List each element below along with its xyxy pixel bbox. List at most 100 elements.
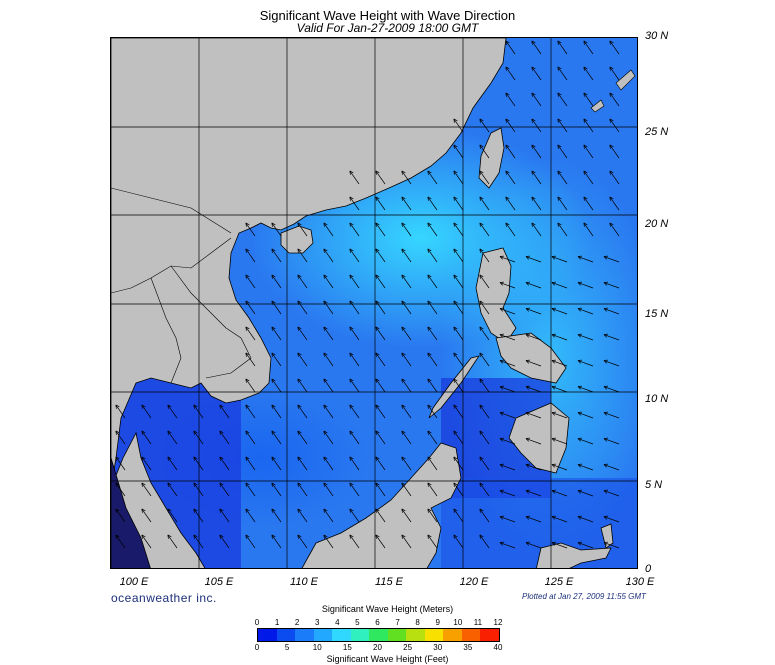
wave-arrow: [375, 378, 386, 393]
wave-arrow: [297, 248, 308, 263]
legend-color-step: [295, 629, 314, 641]
wave-arrow: [453, 300, 464, 315]
wave-arrow: [557, 170, 568, 185]
map-title: Significant Wave Height with Wave Direct…: [259, 8, 516, 23]
wave-arrow: [557, 118, 568, 133]
wave-arrow: [245, 248, 256, 263]
legend-meter-tick: 11: [473, 618, 483, 627]
wave-arrow: [349, 274, 360, 289]
lon-label-110e: 110 E: [290, 576, 318, 588]
wave-arrow: [479, 274, 490, 289]
wave-arrow: [323, 482, 334, 497]
wave-arrow: [505, 222, 516, 237]
wave-arrow: [525, 359, 542, 367]
legend-title-feet: Significant Wave Height (Feet): [326, 654, 449, 664]
wave-arrow: [453, 196, 464, 211]
wave-arrow: [609, 118, 620, 133]
wave-arrow: [297, 222, 308, 237]
wave-arrow: [479, 378, 490, 393]
wave-arrow: [141, 404, 152, 419]
plotted-timestamp: Plotted at Jan 27, 2009 11:55 GMT: [522, 592, 646, 601]
wave-arrow: [427, 456, 438, 471]
wave-arrow: [167, 482, 178, 497]
legend-feet-tick: 35: [463, 643, 473, 652]
wave-arrow: [583, 170, 594, 185]
wave-arrow: [375, 456, 386, 471]
wave-arrow: [505, 118, 516, 133]
wave-arrow: [323, 248, 334, 263]
wave-direction-arrows: [115, 40, 620, 549]
wave-arrow: [499, 333, 516, 341]
wave-arrow: [609, 92, 620, 107]
wave-arrow: [551, 489, 568, 497]
wave-arrow: [551, 281, 568, 289]
wave-arrow: [577, 437, 594, 445]
map-canvas: [111, 38, 637, 568]
wave-arrow: [499, 281, 516, 289]
wave-arrow: [349, 326, 360, 341]
wave-arrow: [401, 430, 412, 445]
wave-arrow: [323, 274, 334, 289]
legend-feet-tick: 20: [373, 643, 382, 652]
legend-meter-tick: 10: [453, 618, 463, 627]
wave-arrow: [499, 541, 516, 549]
wave-arrow: [245, 430, 256, 445]
land-sulawesi: [536, 542, 612, 568]
wave-arrow: [271, 430, 282, 445]
wave-arrow: [479, 508, 490, 523]
wave-arrow: [401, 378, 412, 393]
wave-arrow: [603, 255, 620, 263]
wave-arrow: [115, 404, 126, 419]
wave-arrow: [525, 307, 542, 315]
wave-arrow: [453, 118, 464, 133]
wave-arrow: [219, 534, 230, 549]
lat-label-0: 0: [645, 563, 652, 575]
legend-meter-tick: 7: [395, 618, 400, 627]
wave-arrow: [551, 385, 568, 393]
wave-arrow: [531, 144, 542, 159]
legend-feet-tick: 25: [403, 643, 413, 652]
wave-arrow: [245, 326, 256, 341]
wave-arrow: [557, 66, 568, 81]
wave-arrow: [141, 456, 152, 471]
wave-arrow: [323, 534, 334, 549]
wave-arrow: [323, 404, 334, 419]
lon-label-100e: 100 E: [119, 576, 149, 588]
legend-meter-tick: 2: [294, 618, 300, 627]
wave-arrow: [603, 489, 620, 497]
wave-arrow: [531, 66, 542, 81]
wave-arrow: [551, 515, 568, 523]
wave-arrow: [427, 430, 438, 445]
wave-arrow: [525, 463, 542, 471]
legend-color-step: [387, 629, 407, 641]
lon-label-115e: 115 E: [375, 576, 403, 588]
wave-arrow: [551, 333, 568, 341]
wave-arrow: [401, 456, 412, 471]
wave-arrow: [271, 508, 282, 523]
wave-arrow: [525, 255, 542, 263]
lon-label-105e: 105 E: [204, 576, 234, 588]
wave-arrow: [531, 40, 542, 55]
wave-arrow: [271, 352, 282, 367]
wave-arrow: [557, 144, 568, 159]
wave-arrow: [603, 307, 620, 315]
legend-meter-tick: 9: [435, 618, 440, 627]
wave-arrow: [505, 66, 516, 81]
wave-arrow: [349, 430, 360, 445]
wave-arrow: [349, 196, 360, 211]
lat-label-15n: 15 N: [645, 308, 669, 320]
wave-arrow: [479, 326, 490, 341]
wave-arrow: [245, 378, 256, 393]
wave-arrow: [525, 489, 542, 497]
wave-arrow: [609, 144, 620, 159]
wave-arrow: [427, 404, 438, 419]
wave-arrow: [577, 333, 594, 341]
wave-arrow: [219, 430, 230, 445]
wave-arrow: [557, 92, 568, 107]
lat-lon-grid: [111, 38, 637, 568]
wave-arrow: [551, 307, 568, 315]
wave-arrow: [603, 463, 620, 471]
legend-feet-tick: 0: [254, 643, 260, 652]
wave-arrow: [375, 352, 386, 367]
legend-meter-tick: 5: [355, 618, 360, 627]
